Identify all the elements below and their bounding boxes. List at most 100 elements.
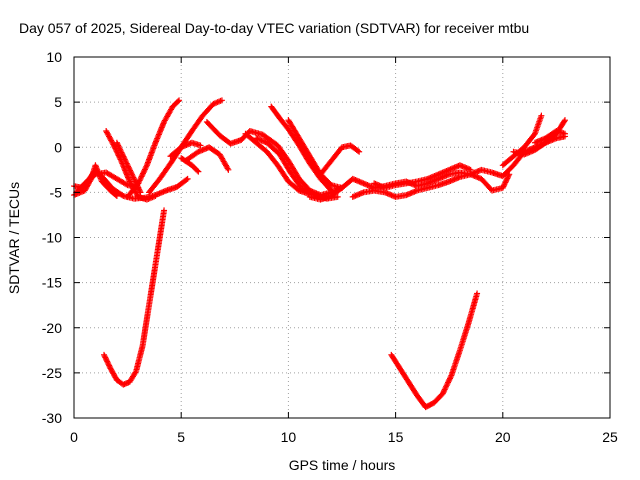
- data-point: [503, 176, 510, 183]
- data-point: [104, 358, 111, 365]
- data-point: [446, 376, 453, 383]
- x-tick-label: 20: [495, 429, 511, 445]
- data-point: [356, 148, 363, 155]
- data-point: [116, 145, 123, 152]
- series-trace-o: [285, 117, 345, 191]
- series-trace-b: [71, 162, 120, 199]
- x-tick-label: 15: [388, 429, 404, 445]
- data-point: [443, 383, 450, 390]
- data-point: [102, 355, 109, 362]
- data-point: [218, 97, 225, 104]
- data-point: [197, 142, 204, 149]
- data-point: [130, 174, 137, 181]
- data-point: [442, 385, 449, 392]
- data-point: [119, 150, 126, 157]
- data-point: [504, 175, 511, 182]
- data-point: [504, 174, 511, 181]
- data-point: [506, 171, 513, 178]
- data-point: [183, 176, 190, 183]
- y-tick-label: -20: [42, 320, 62, 336]
- data-point: [447, 373, 454, 380]
- data-point: [137, 189, 144, 196]
- data-point: [125, 164, 132, 171]
- data-point: [123, 160, 130, 167]
- chart-title: Day 057 of 2025, Sidereal Day-to-day VTE…: [19, 20, 529, 36]
- data-point: [441, 387, 448, 394]
- data-point: [129, 173, 136, 180]
- data-point: [117, 148, 124, 155]
- axis-ticks: [73, 56, 611, 419]
- data-point: [136, 186, 143, 193]
- data-point: [139, 172, 146, 179]
- data-point: [132, 369, 139, 376]
- data-point: [118, 149, 125, 156]
- data-point: [500, 183, 507, 190]
- data-point: [136, 177, 143, 184]
- data-point: [121, 156, 128, 163]
- data-point: [195, 168, 202, 175]
- data-point: [354, 147, 361, 154]
- series-trace-i: [182, 144, 232, 173]
- data-point: [447, 375, 454, 382]
- x-tick-label: 0: [70, 429, 78, 445]
- data-point: [474, 290, 481, 297]
- data-point: [161, 207, 168, 214]
- data-point: [139, 170, 146, 177]
- data-point: [501, 180, 508, 187]
- data-point: [440, 389, 447, 396]
- data-point: [141, 166, 148, 173]
- data-point: [135, 178, 142, 185]
- data-point: [126, 166, 133, 173]
- data-point: [439, 390, 446, 397]
- data-point: [499, 184, 506, 191]
- data-point: [127, 168, 134, 175]
- data-point: [113, 139, 120, 146]
- series-trace-w: [101, 207, 168, 388]
- data-point: [115, 143, 122, 150]
- data-point: [119, 152, 126, 159]
- data-point: [137, 176, 144, 183]
- y-tick-label: 10: [46, 49, 62, 65]
- data-point: [101, 353, 108, 360]
- data-point: [441, 386, 448, 393]
- series-trace-s: [371, 162, 474, 191]
- data-point: [138, 173, 145, 180]
- data-point: [467, 166, 474, 173]
- data-point: [128, 170, 135, 177]
- y-tick-label: -5: [50, 184, 63, 200]
- y-tick-label: -15: [42, 275, 62, 291]
- data-point: [142, 165, 149, 172]
- data-point: [334, 193, 341, 200]
- data-point: [174, 98, 181, 105]
- data-point: [143, 163, 150, 170]
- y-axis-label: SDTVAR / TECUs: [6, 182, 22, 294]
- x-tick-label: 25: [602, 429, 618, 445]
- data-point: [125, 163, 132, 170]
- data-point: [502, 179, 509, 186]
- data-point: [105, 361, 112, 368]
- data-point: [194, 167, 201, 174]
- data-point: [561, 130, 568, 137]
- x-tick-label: 5: [177, 429, 185, 445]
- data-point: [113, 192, 120, 199]
- data-point: [327, 186, 334, 193]
- data-point: [104, 359, 111, 366]
- series-trace-x: [388, 290, 481, 411]
- data-point: [122, 157, 129, 164]
- grid-lines: [74, 57, 610, 418]
- y-tick-label: 0: [54, 139, 62, 155]
- data-point: [561, 118, 568, 125]
- data-point: [140, 169, 147, 176]
- data-points: [71, 97, 568, 411]
- data-point: [106, 364, 113, 371]
- x-axis-label: GPS time / hours: [289, 457, 396, 473]
- data-point: [141, 167, 148, 174]
- series-trace-f: [124, 97, 183, 200]
- y-tick-label: 5: [54, 94, 62, 110]
- data-point: [444, 380, 451, 387]
- data-point: [120, 153, 127, 160]
- y-tick-label: -30: [42, 410, 62, 426]
- data-point: [127, 167, 134, 174]
- data-point: [123, 159, 130, 166]
- data-point: [123, 181, 130, 188]
